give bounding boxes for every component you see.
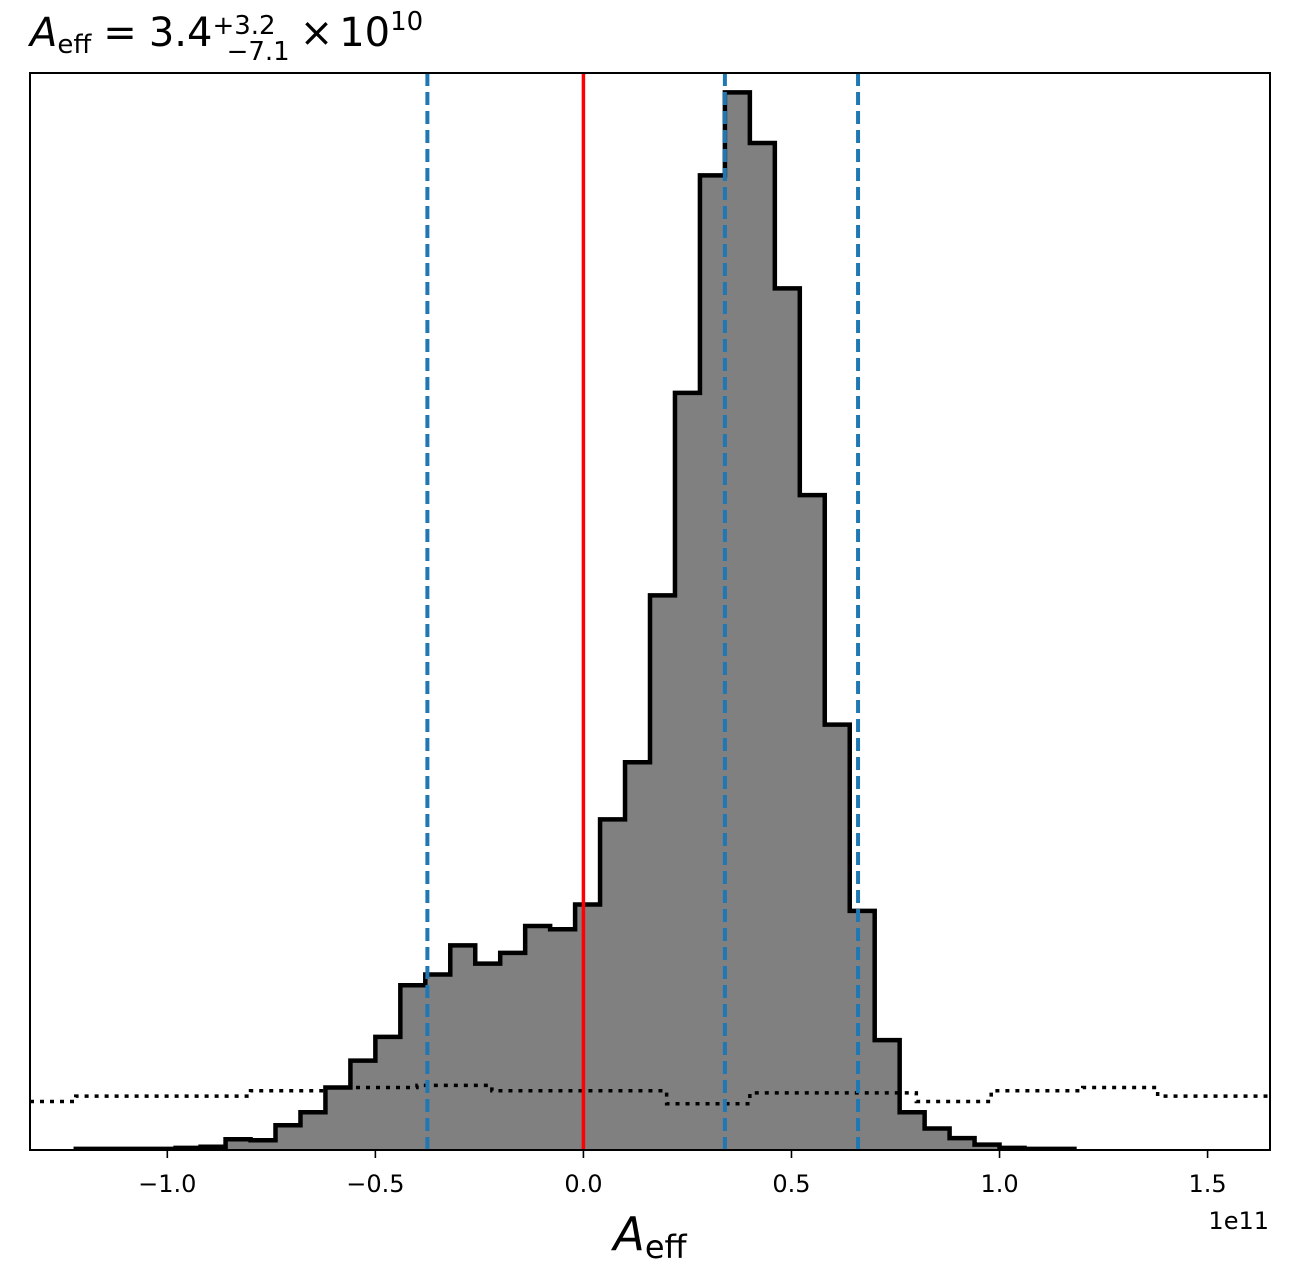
title-minus-error: −7.1 [227, 37, 290, 67]
histogram-bar [475, 963, 501, 1150]
title-symbol: A [27, 10, 57, 56]
histogram-bar [325, 1087, 351, 1150]
histogram-bar [699, 175, 726, 1150]
histogram-bar [724, 92, 751, 1150]
histogram-bar [924, 1128, 951, 1150]
x-tick-label: −1.0 [138, 1170, 196, 1198]
x-axis-label: Aeff [610, 1207, 687, 1266]
histogram-bar [450, 945, 476, 1150]
histogram-bar [300, 1112, 326, 1150]
title-subscript: eff [57, 30, 92, 60]
x-tick-label: 1.5 [1188, 1170, 1226, 1198]
histogram-bar [500, 952, 526, 1150]
histogram-bar [749, 143, 776, 1150]
histogram-bar [400, 985, 426, 1150]
histogram-bar [674, 392, 701, 1150]
histogram-bar [550, 929, 576, 1150]
plot-area [30, 73, 1270, 1150]
xlabel-symbol: A [610, 1207, 644, 1261]
x-tick-label: 0.5 [772, 1170, 810, 1198]
histogram-bar [225, 1139, 252, 1150]
histogram-bar [899, 1112, 926, 1150]
x-tick-label: −0.5 [346, 1170, 404, 1198]
axes-frame [29, 72, 1271, 1151]
title-exponent: 10 [390, 7, 423, 37]
plot-clip-group [30, 73, 1270, 1150]
histogram-outline [73, 90, 1077, 1150]
x-tick-label: 1.0 [980, 1170, 1018, 1198]
offset-label: 1e11 [1208, 1207, 1269, 1235]
histogram-bar [425, 974, 451, 1150]
title-equals: = [103, 10, 137, 56]
title-value: 3.4 [149, 10, 213, 56]
histogram-bar [275, 1125, 301, 1150]
histogram-bar [874, 1040, 901, 1150]
histogram-bar [799, 495, 826, 1150]
histogram-bar [849, 910, 876, 1150]
histogram-bar [949, 1138, 976, 1150]
histogram-bar [824, 724, 851, 1150]
histogram-bar [250, 1140, 277, 1150]
x-axis-ticks: −1.0 −0.5 0.0 0.5 1.0 1.5 [138, 1150, 1227, 1198]
histogram-bar [375, 1036, 401, 1150]
histogram-bar [575, 904, 601, 1150]
x-tick-label: 0.0 [564, 1170, 602, 1198]
prior-dotted-line [30, 1083, 1270, 1106]
histogram-bar [650, 595, 676, 1150]
histogram-bar [625, 762, 651, 1150]
title-times: × [300, 10, 334, 56]
histogram-bar [600, 819, 626, 1150]
chart-title: Aeff = 3.4+3.2 −7.1 × 1010 [27, 7, 423, 67]
title-plus-error: +3.2 [212, 11, 275, 41]
title-base: 10 [339, 10, 390, 56]
histogram-bar [525, 925, 551, 1150]
histogram-bar [974, 1144, 1001, 1150]
histogram-bar [774, 288, 801, 1150]
histogram-bar [350, 1060, 376, 1150]
xlabel-subscript: eff [645, 1228, 688, 1266]
